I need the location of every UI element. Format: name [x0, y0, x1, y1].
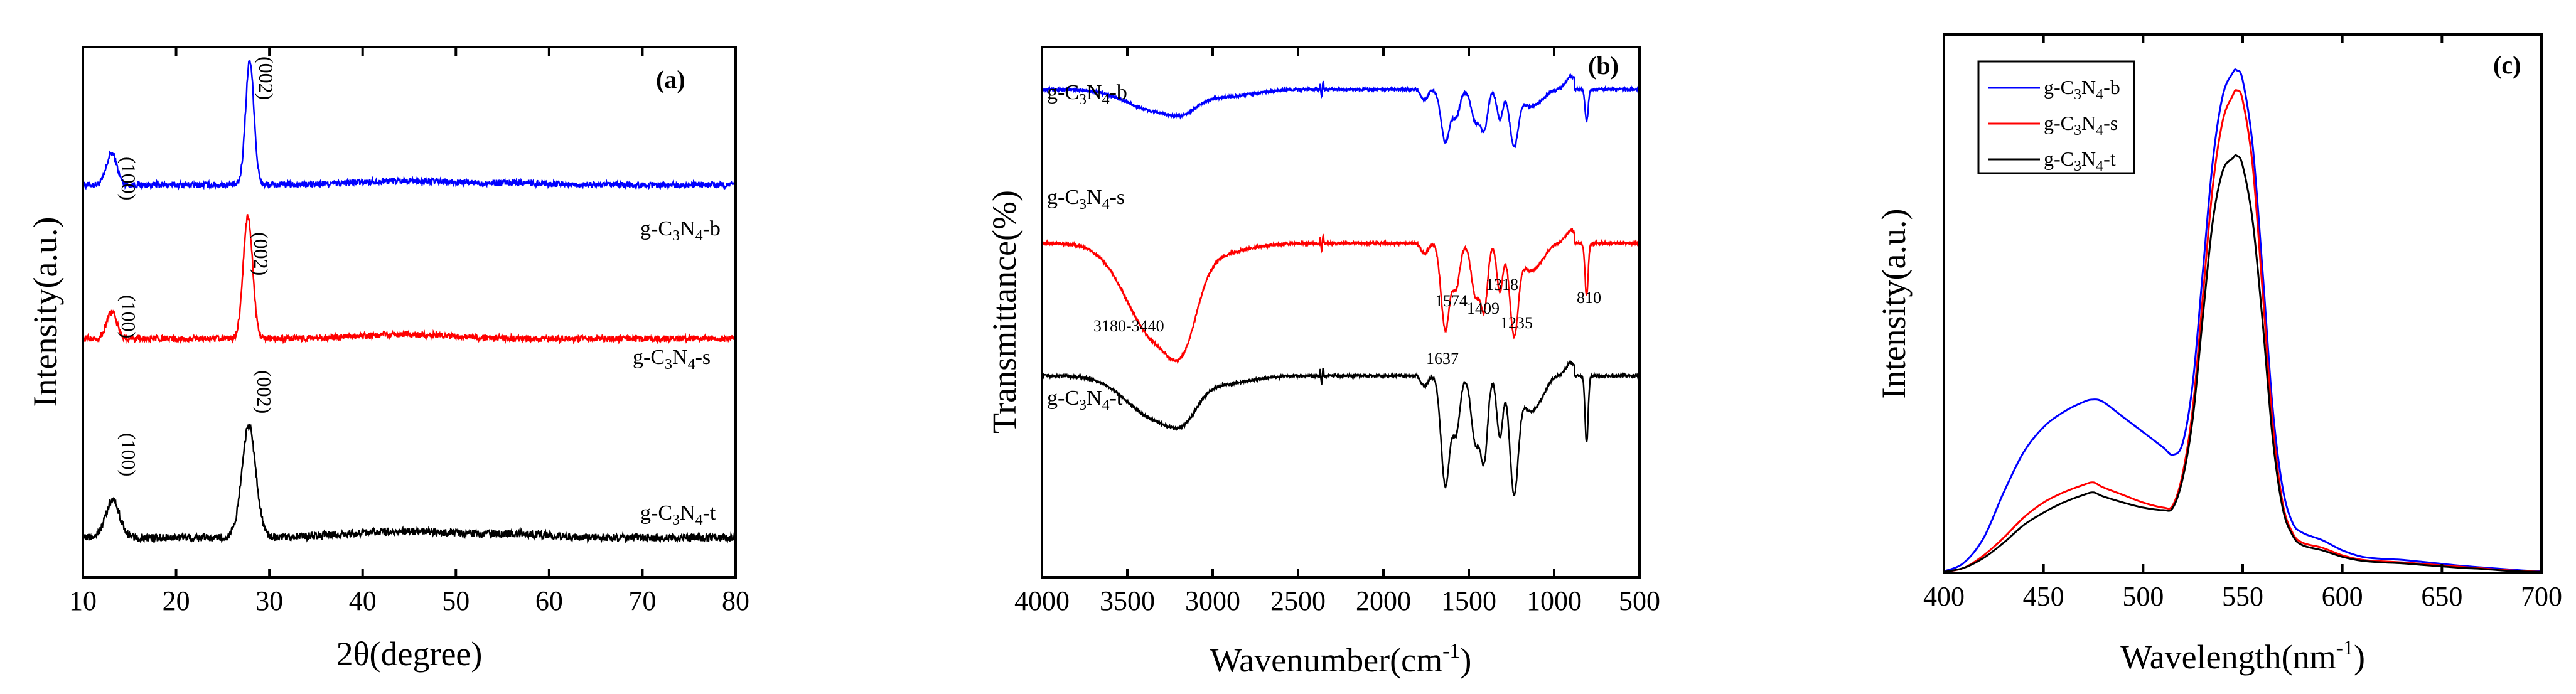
panel-b-band-1574: 1574: [1435, 292, 1468, 310]
xrd-line-g-C3N4-s: [82, 214, 736, 345]
legend-box: [1977, 60, 2135, 174]
panel-a-label-t: g-C3N4-t: [640, 501, 716, 528]
x-tick-label: 50: [442, 585, 470, 616]
panel-a-peak-100-s: (100): [117, 295, 140, 338]
panel-b-band-1318: 1318: [1486, 275, 1518, 294]
x-tick-label: 20: [163, 585, 190, 616]
panel-b-ticks: 4000 3500 3000 2500 2000 1500 1000 500: [1014, 47, 1660, 616]
panel-a-ticks: 10 20 30 40 50 60 70 80: [69, 47, 749, 616]
pl-line-g-C3N4-b: [1943, 68, 2542, 573]
ftir-line-g-C3N4-b: [1041, 73, 1641, 149]
legend-entry-b: g-C3N4-b: [2044, 76, 2120, 103]
panel-a-xlabel: 2θ(degree): [336, 635, 483, 673]
x-tick-label: 10: [69, 585, 97, 616]
pl-line-g-C3N4-s: [1943, 89, 2542, 573]
x-tick-label: 1500: [1441, 585, 1496, 616]
panel-b-band-3180-3440: 3180-3440: [1093, 317, 1164, 335]
panel-c-ticks: 400 450 500 550 600 650 700: [1923, 35, 2562, 612]
ftir-line-g-C3N4-t: [1041, 360, 1640, 496]
panel-a-series-group: [82, 60, 737, 544]
xrd-line-g-C3N4-t: [82, 424, 737, 544]
panel-a-frame: [82, 46, 737, 579]
x-tick-label: 650: [2421, 581, 2462, 612]
panel-c-legend: g-C3N4-b g-C3N4-s g-C3N4-t: [1977, 60, 2135, 174]
pl-line-g-C3N4-t: [1943, 154, 2542, 573]
x-tick-label: 3500: [1100, 585, 1155, 616]
x-tick-label: 4000: [1014, 585, 1070, 616]
panel-b-series-group: [1041, 73, 1641, 496]
x-tick-label: 550: [2222, 581, 2263, 612]
panel-a-peak-100-t: (100): [117, 433, 140, 476]
panel-b-xlabel: Wavenumber(cm-1): [1210, 639, 1472, 679]
x-tick-label: 450: [2023, 581, 2064, 612]
x-tick-label: 500: [1619, 585, 1660, 616]
x-tick-label: 70: [628, 585, 656, 616]
legend-entry-s: g-C3N4-s: [2044, 112, 2118, 139]
panel-a-label-s: g-C3N4-s: [633, 346, 711, 373]
panel-b-band-1637: 1637: [1426, 350, 1459, 368]
x-tick-label: 700: [2521, 581, 2562, 612]
x-tick-label: 600: [2322, 581, 2363, 612]
panel-c-ylabel: Intensity(a.u.): [1875, 209, 1913, 399]
x-tick-label: 500: [2122, 581, 2164, 612]
panel-b-label-t: g-C3N4-t: [1047, 387, 1123, 414]
x-tick-label: 3000: [1185, 585, 1240, 616]
panel-a-peak-100-b: (100): [117, 157, 140, 200]
panel-b-label-s: g-C3N4-s: [1047, 186, 1125, 213]
x-tick-label: 30: [255, 585, 283, 616]
panel-c-pl: 400 450 500 550 600 650 700 (c) Wavelength(nm-…: [1875, 33, 2562, 676]
panel-b-label-b: g-C3N4-b: [1047, 81, 1127, 108]
panel-b-ylabel: Transmittance(%): [985, 190, 1023, 434]
xrd-line-g-C3N4-b: [82, 60, 737, 191]
x-tick-label: 2500: [1270, 585, 1326, 616]
x-tick-label: 400: [1923, 581, 1965, 612]
panel-a-peak-002-t: (002): [253, 370, 276, 414]
legend-entry-t: g-C3N4-t: [2044, 147, 2116, 174]
ftir-line-g-C3N4-s: [1041, 227, 1641, 365]
panel-a-peak-002-s: (002): [250, 232, 272, 275]
panel-c-label: (c): [2493, 51, 2521, 79]
panel-a-ylabel: Intensity(a.u.): [26, 217, 64, 407]
x-tick-label: 40: [349, 585, 377, 616]
panel-a-xrd: 10 20 30 40 50 60 70 80 (a) 2θ(degree) Intensit…: [26, 46, 749, 673]
panel-c-xlabel: Wavelength(nm-1): [2120, 636, 2365, 676]
panel-a-label: (a): [656, 65, 685, 93]
panel-b-label: (b): [1588, 51, 1619, 80]
panel-c-frame: [1943, 33, 2543, 574]
panel-c-series-group: [1943, 68, 2542, 573]
panel-b-frame: [1041, 46, 1641, 579]
panel-b-ftir: 4000 3500 3000 2500 2000 1500 1000 500 (b) Wave…: [985, 46, 1660, 679]
panel-b-band-1235: 1235: [1500, 314, 1533, 332]
x-tick-label: 1000: [1527, 585, 1582, 616]
panel-b-band-1409: 1409: [1467, 299, 1500, 318]
x-tick-label: 2000: [1356, 585, 1411, 616]
panel-b-band-810: 810: [1577, 289, 1601, 307]
panel-a-label-b: g-C3N4-b: [640, 217, 721, 244]
panel-a-peak-002-b: (002): [255, 56, 277, 100]
x-tick-label: 80: [722, 585, 749, 616]
x-tick-label: 60: [535, 585, 563, 616]
